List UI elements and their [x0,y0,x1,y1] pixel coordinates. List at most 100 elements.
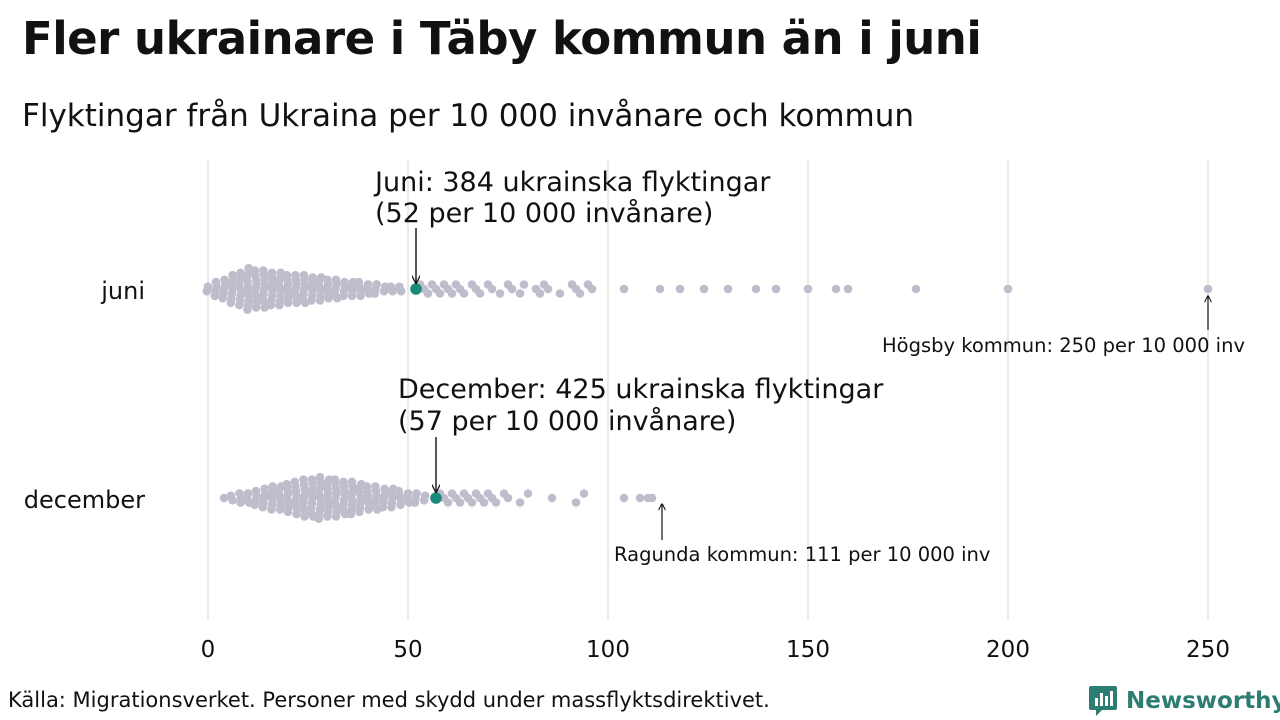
data-point [410,498,420,507]
data-point [372,280,381,289]
data-point [423,289,433,298]
data-point [250,266,260,275]
brand-name: Newsworthy [1126,688,1280,714]
data-point [495,289,505,298]
data-point [219,493,229,503]
category-label-juni: juni [100,277,145,305]
x-tick-label: 100 [586,637,630,663]
data-point [699,284,709,294]
data-point [307,296,316,305]
grid-lines [207,160,1209,620]
data-point [259,266,268,275]
data-point [771,284,781,294]
data-point [243,305,252,315]
data-point [203,282,213,291]
data-point [443,498,453,507]
data-point [447,289,457,298]
data-point [403,489,413,498]
data-point [370,289,380,298]
data-point [519,280,529,289]
data-point [236,268,245,278]
data-point [803,284,813,294]
data-point [339,291,348,301]
data-point [266,300,276,310]
data-point [751,284,761,294]
data-point [420,491,430,500]
data-point [619,493,629,503]
chart-title: Fler ukrainare i Täby kommun än i juni [22,12,982,65]
chart-subtitle: Flyktingar från Ukraina per 10 000 invån… [22,98,915,134]
data-point [571,498,581,507]
data-point [395,282,404,291]
data-point [1003,284,1013,294]
data-point [339,477,348,487]
data-point [300,512,309,521]
data-point [299,270,309,280]
data-point [362,482,372,491]
data-point [635,493,645,503]
data-point [324,293,333,303]
data-point [455,498,465,507]
data-point [515,289,525,298]
data-point [251,486,261,496]
annotation-layer: Juni: 384 ukrainska flyktingar(52 per 10… [373,167,1245,566]
data-point [275,300,284,310]
data-point [831,284,841,294]
data-point [364,505,373,514]
dot-layer [202,263,1213,524]
data-point [292,509,301,519]
data-point [503,493,513,503]
data-point [515,498,525,507]
data-point [523,489,533,498]
data-point [347,291,357,301]
data-point [267,268,277,278]
data-point [575,289,585,298]
x-tick-label: 50 [393,637,422,663]
data-point [380,484,389,494]
data-point [355,507,364,517]
annotation-juni-line1: Juni: 384 ukrainska flyktingar [373,167,771,198]
data-point [378,502,388,512]
data-point [251,303,261,312]
data-point [211,277,221,287]
highlight-point-taby [410,283,422,295]
source-note: Källa: Migrationsverket. Personer med sk… [8,688,770,712]
x-tick-label: 0 [201,637,216,663]
data-point [467,498,477,507]
data-point [347,477,357,487]
data-point [315,472,325,482]
data-point [386,282,396,291]
data-point [268,482,277,491]
brand-logo[interactable]: Newsworthy [1088,684,1280,718]
data-point [258,502,268,512]
x-tick-label: 250 [1186,637,1230,663]
data-point [587,284,597,294]
data-point [535,289,545,298]
data-point [323,275,332,285]
data-point [675,284,685,294]
data-point [299,475,308,484]
data-point [250,500,260,510]
data-point [282,270,292,280]
data-point [308,273,317,282]
category-label-december: december [24,486,145,514]
data-point [323,512,332,521]
data-point [291,270,300,280]
data-point [655,284,665,294]
data-point [282,479,292,489]
data-point [235,489,244,498]
data-point [235,300,244,310]
data-point [290,477,300,487]
data-point [330,475,340,484]
data-point [363,280,373,289]
data-point [394,486,404,496]
data-point [487,284,497,294]
data-point [218,293,228,303]
data-point [387,502,396,512]
data-point [340,277,349,287]
x-axis: 0 50 100 150 200 250 [201,637,1230,663]
annotation-december-line1: December: 425 ukrainska flyktingar [398,374,884,405]
data-point [220,275,229,285]
annotation-juni-line2: (52 per 10 000 invånare) [375,198,713,229]
